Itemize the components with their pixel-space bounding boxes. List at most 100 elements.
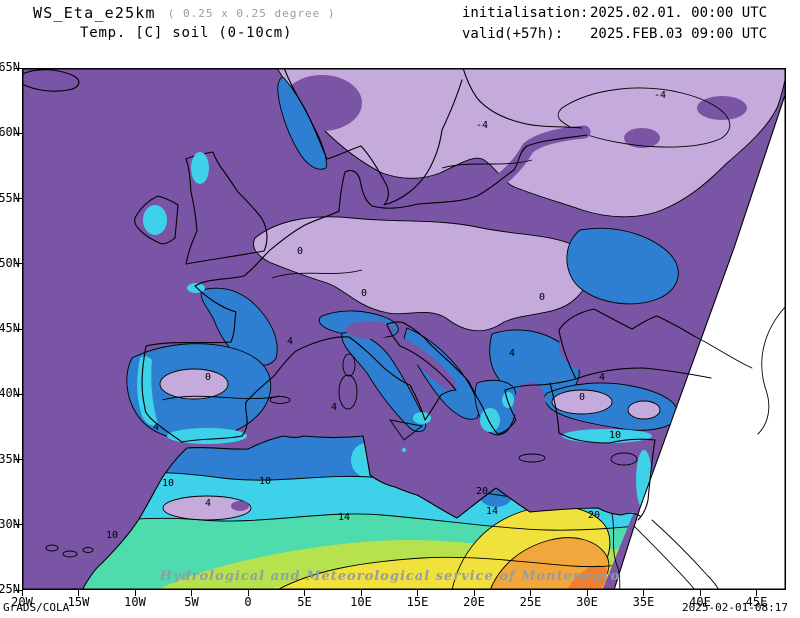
grads-credit: GrADS/COLA: [3, 601, 70, 614]
contour-squiggle2: [271, 269, 363, 279]
valid-label: valid(+57h):: [462, 26, 564, 42]
region-blue-italy: [341, 332, 427, 432]
lon-label: 45E: [745, 595, 768, 609]
lon-tick: [21, 590, 23, 596]
lat-tick: [15, 589, 22, 591]
island-crete: [518, 453, 546, 463]
lon-label: 25E: [519, 595, 542, 609]
lon-tick: [247, 590, 249, 596]
contour-value-label: 4: [599, 372, 605, 383]
contour-value-label: 14: [486, 506, 498, 517]
lat-tick: [15, 132, 22, 134]
region-lavender-anatolia2: [627, 400, 661, 420]
lon-label: 20E: [463, 595, 485, 609]
contour-value-label: 10: [106, 530, 118, 541]
contour-value-label: -4: [654, 90, 666, 101]
contour-value-label: 4: [331, 402, 337, 413]
coastline-caucasus: [693, 335, 753, 369]
contour-value-label: 0: [579, 392, 585, 403]
region-cyan-scotland: [191, 152, 209, 184]
region-cyan-calabria: [413, 412, 431, 424]
lat-label: 65N: [0, 60, 20, 74]
domain-mask: [614, 92, 786, 590]
coastline-finland: [462, 68, 583, 129]
lon-label: 5E: [297, 595, 312, 609]
lat-tick: [15, 328, 22, 330]
lon-tick: [586, 590, 588, 596]
lon-label: 40E: [689, 595, 711, 609]
creation-timestamp: 2025-02-01-08:17: [682, 601, 788, 614]
lon-tick: [78, 590, 79, 596]
lat-tick: [15, 67, 22, 69]
region-cyan-brittany: [187, 283, 205, 293]
coastline-scandinavia: [283, 68, 463, 206]
contour-value-label: 4: [287, 336, 293, 347]
coastline-red-sea: [633, 519, 720, 590]
contour-value-label: 0: [361, 288, 367, 299]
lon-label: 10E: [350, 595, 372, 609]
coastline-north-africa: [81, 435, 641, 590]
lat-label: 40N: [0, 386, 20, 401]
island-ireland: [134, 195, 179, 245]
contour-squiggle1: [161, 395, 281, 401]
model-name: WS_Eta_e25km: [33, 4, 156, 22]
valid-value: 2025.FEB.03 09:00 UTC: [590, 26, 768, 42]
lon-tick: [530, 590, 531, 596]
contour-value-label: 10: [609, 430, 621, 441]
lon-label: 35E: [632, 595, 655, 609]
lon-tick: [643, 590, 644, 596]
lat-tick: [15, 524, 22, 526]
contour-value-label: 4: [153, 422, 159, 433]
resolution-note: ( 0.25 x 0.25 degree ): [167, 7, 336, 20]
region-cyan-south-spain: [167, 428, 247, 444]
contour-squiggle3: [441, 159, 533, 169]
init-label: initialisation:: [462, 5, 589, 21]
lon-tick: [699, 590, 701, 596]
init-value: 2025.02.01. 00:00 UTC: [590, 5, 768, 21]
contour-labels: -4 -4 0 0 0 0 0 4 4 4 4 4 4 10 10 10 10 14 14 20 20: [106, 90, 666, 541]
contour-value-label: -4: [476, 120, 488, 131]
sea-black-sea: [559, 313, 691, 379]
lon-label: 20W: [11, 595, 33, 609]
lon-label: 10W: [124, 595, 146, 609]
region-purple-po-valley: [346, 321, 394, 339]
sea-aegean: [514, 382, 546, 430]
region-deep-orange: [567, 565, 608, 590]
lon-tick: [756, 590, 757, 596]
lon-label: 15E: [406, 595, 429, 609]
coastline-mediterranean-europe: [181, 321, 712, 443]
island-corsica: [342, 353, 356, 377]
coastline-black-sea-west: [558, 308, 695, 380]
lat-tick: [15, 393, 22, 395]
lat-label: 35N: [0, 451, 20, 466]
map-frame: [22, 68, 786, 590]
region-lavender-spain: [159, 368, 229, 400]
island-sardinia: [338, 374, 358, 410]
region-lavender-central-europe: [253, 216, 592, 332]
contour-value-label: 10: [259, 476, 271, 487]
region-blue-france: [200, 287, 278, 366]
contour-value-label: 4: [205, 498, 211, 509]
lat-label: 25N: [0, 582, 20, 596]
coastline-turkey-levant: [549, 382, 656, 521]
lon-label: 0: [244, 595, 252, 609]
watermark-text: Hydrological and Meteorological service …: [159, 569, 621, 584]
contour-value-label: 4: [509, 348, 515, 359]
lon-label: 5W: [184, 595, 199, 609]
domain-edge-line: [613, 91, 786, 590]
region-blue-east-europe: [566, 227, 679, 305]
coastline-atlantic-europe: [141, 134, 588, 443]
island-sicily: [388, 419, 424, 441]
island-great-britain: [185, 151, 268, 265]
lat-label: 55N: [0, 190, 20, 205]
coastline-caspian: [757, 305, 786, 435]
region-cyan-ireland: [143, 205, 167, 235]
lon-tick: [417, 590, 418, 596]
island-cyprus: [610, 452, 638, 466]
island-balearics: [269, 396, 291, 404]
island-canary2: [62, 550, 78, 558]
lon-tick: [191, 590, 192, 596]
contour-value-label: 20: [588, 510, 600, 521]
region-purple-ne1: [697, 96, 747, 120]
